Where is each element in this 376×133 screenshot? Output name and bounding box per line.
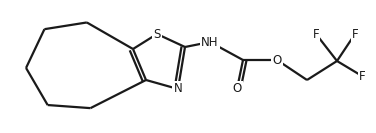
Text: F: F [313, 28, 319, 41]
Text: S: S [153, 28, 161, 41]
Text: NH: NH [201, 36, 219, 49]
Text: O: O [232, 82, 242, 95]
Text: F: F [352, 28, 358, 41]
Text: N: N [174, 82, 182, 95]
Text: O: O [272, 53, 282, 66]
Text: F: F [359, 70, 365, 82]
